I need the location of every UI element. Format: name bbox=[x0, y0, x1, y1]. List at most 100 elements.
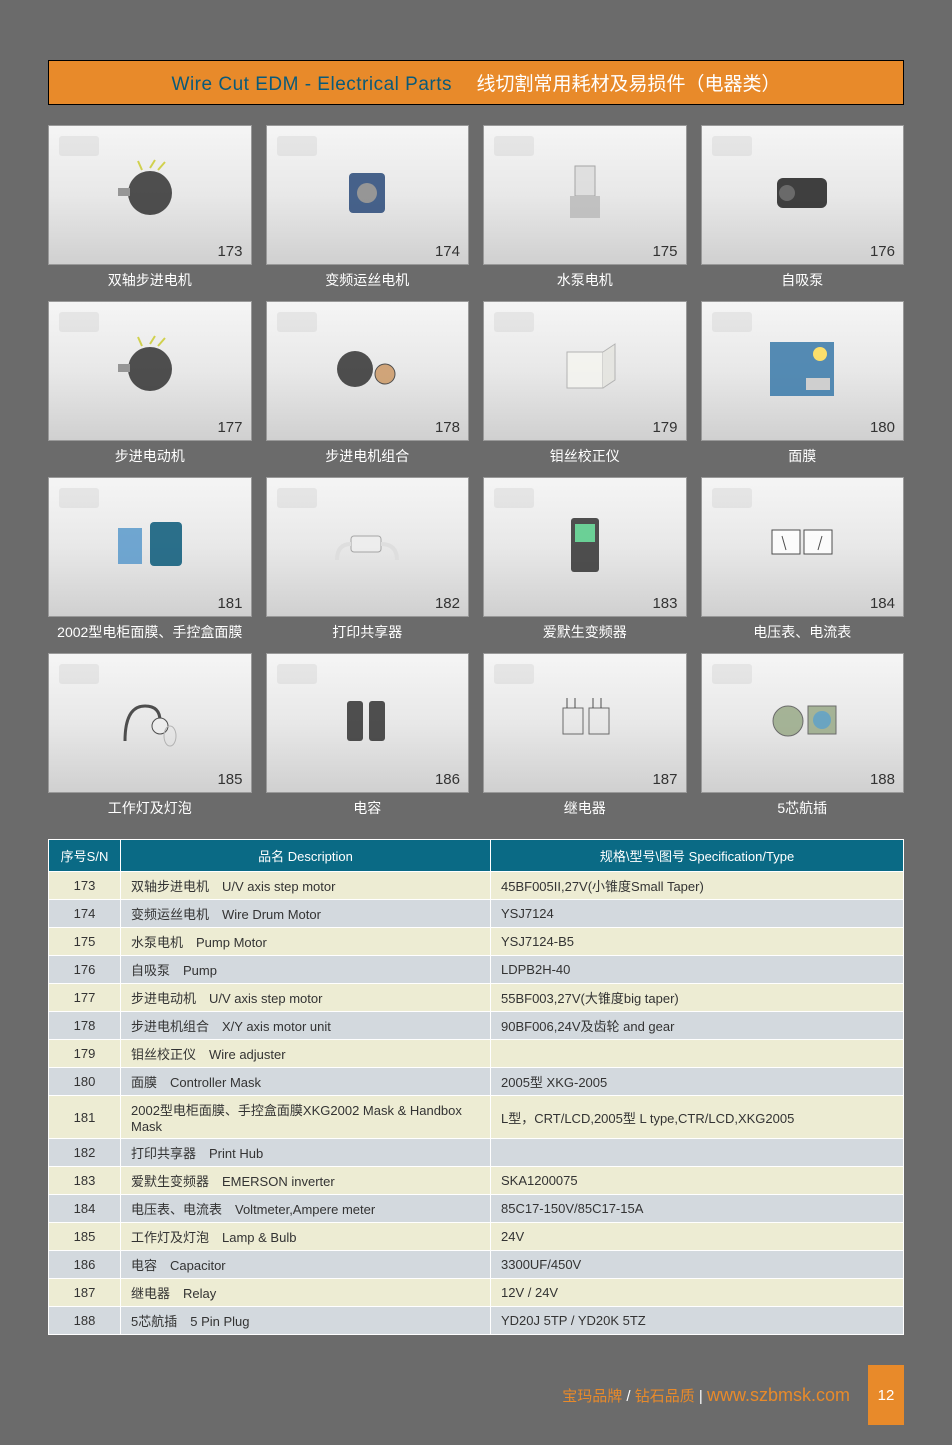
product-caption: 继电器 bbox=[483, 799, 687, 819]
cell-sn: 185 bbox=[49, 1223, 121, 1251]
cell-desc: 钼丝校正仪 Wire adjuster bbox=[121, 1040, 491, 1068]
col-desc: 品名 Description bbox=[121, 840, 491, 872]
product-thumb: 179 bbox=[483, 301, 687, 441]
product-card: 176 自吸泵 bbox=[701, 125, 905, 291]
table-row: 183 爱默生变频器 EMERSON inverter SKA1200075 bbox=[49, 1167, 904, 1195]
product-card: 184 电压表、电流表 bbox=[701, 477, 905, 643]
cell-desc: 变频运丝电机 Wire Drum Motor bbox=[121, 900, 491, 928]
table-row: 186 电容 Capacitor 3300UF/450V bbox=[49, 1251, 904, 1279]
product-icon bbox=[327, 510, 407, 585]
product-caption: 步进电机组合 bbox=[266, 447, 470, 467]
product-caption: 5芯航插 bbox=[701, 799, 905, 819]
table-row: 173 双轴步进电机 U/V axis step motor 45BF005II… bbox=[49, 872, 904, 900]
product-caption: 爱默生变频器 bbox=[483, 623, 687, 643]
product-thumb: 184 bbox=[701, 477, 905, 617]
cell-spec bbox=[491, 1139, 904, 1167]
product-icon bbox=[110, 158, 190, 233]
title-en: Wire Cut EDM - Electrical Parts bbox=[172, 74, 452, 95]
product-icon bbox=[762, 334, 842, 409]
cell-spec: YD20J 5TP / YD20K 5TZ bbox=[491, 1307, 904, 1335]
cell-sn: 174 bbox=[49, 900, 121, 928]
product-icon bbox=[327, 686, 407, 761]
product-icon bbox=[545, 510, 625, 585]
product-icon bbox=[327, 334, 407, 409]
title-bar: Wire Cut EDM - Electrical Parts 线切割常用耗材及… bbox=[48, 60, 904, 105]
cell-desc: 5芯航插 5 Pin Plug bbox=[121, 1307, 491, 1335]
product-card: 182 打印共享器 bbox=[266, 477, 470, 643]
cell-desc: 自吸泵 Pump bbox=[121, 956, 491, 984]
footer: 宝玛品牌 / 钻石品质 | www.szbmsk.com 12 bbox=[48, 1365, 904, 1425]
product-card: 183 爱默生变频器 bbox=[483, 477, 687, 643]
product-caption: 水泵电机 bbox=[483, 271, 687, 291]
table-row: 174 变频运丝电机 Wire Drum Motor YSJ7124 bbox=[49, 900, 904, 928]
title-cn: 线切割常用耗材及易损件（电器类） bbox=[476, 74, 780, 95]
product-thumb: 176 bbox=[701, 125, 905, 265]
product-number: 187 bbox=[652, 771, 677, 788]
product-card: 175 水泵电机 bbox=[483, 125, 687, 291]
cell-desc: 电压表、电流表 Voltmeter,Ampere meter bbox=[121, 1195, 491, 1223]
product-card: 180 面膜 bbox=[701, 301, 905, 467]
product-icon bbox=[545, 334, 625, 409]
product-icon bbox=[545, 158, 625, 233]
cell-desc: 双轴步进电机 U/V axis step motor bbox=[121, 872, 491, 900]
product-number: 180 bbox=[870, 419, 895, 436]
product-card: 186 电容 bbox=[266, 653, 470, 819]
cell-spec: 12V / 24V bbox=[491, 1279, 904, 1307]
product-icon bbox=[110, 334, 190, 409]
product-caption: 双轴步进电机 bbox=[48, 271, 252, 291]
cell-spec: 2005型 XKG-2005 bbox=[491, 1068, 904, 1096]
footer-slash: / bbox=[622, 1388, 635, 1405]
product-number: 173 bbox=[217, 243, 242, 260]
spec-table: 序号S/N 品名 Description 规格\型号\图号 Specificat… bbox=[48, 839, 904, 1335]
product-caption: 电容 bbox=[266, 799, 470, 819]
table-row: 178 步进电机组合 X/Y axis motor unit 90BF006,2… bbox=[49, 1012, 904, 1040]
footer-bar: | bbox=[699, 1388, 707, 1405]
cell-spec: 55BF003,27V(大锥度big taper) bbox=[491, 984, 904, 1012]
product-number: 182 bbox=[435, 595, 460, 612]
cell-sn: 179 bbox=[49, 1040, 121, 1068]
cell-spec: 3300UF/450V bbox=[491, 1251, 904, 1279]
product-number: 183 bbox=[652, 595, 677, 612]
cell-sn: 186 bbox=[49, 1251, 121, 1279]
col-spec: 规格\型号\图号 Specification/Type bbox=[491, 840, 904, 872]
cell-spec: YSJ7124 bbox=[491, 900, 904, 928]
cell-desc: 步进电机组合 X/Y axis motor unit bbox=[121, 1012, 491, 1040]
product-thumb: 174 bbox=[266, 125, 470, 265]
page-number: 12 bbox=[868, 1365, 904, 1425]
table-row: 181 2002型电柜面膜、手控盒面膜XKG2002 Mask & Handbo… bbox=[49, 1096, 904, 1139]
product-caption: 2002型电柜面膜、手控盒面膜 bbox=[48, 623, 252, 643]
cell-spec: LDPB2H-40 bbox=[491, 956, 904, 984]
table-row: 184 电压表、电流表 Voltmeter,Ampere meter 85C17… bbox=[49, 1195, 904, 1223]
cell-spec: YSJ7124-B5 bbox=[491, 928, 904, 956]
product-caption: 步进电动机 bbox=[48, 447, 252, 467]
product-card: 174 变频运丝电机 bbox=[266, 125, 470, 291]
cell-spec: SKA1200075 bbox=[491, 1167, 904, 1195]
table-row: 187 继电器 Relay 12V / 24V bbox=[49, 1279, 904, 1307]
cell-sn: 173 bbox=[49, 872, 121, 900]
product-number: 178 bbox=[435, 419, 460, 436]
footer-qual: 钻石品质 bbox=[635, 1388, 695, 1405]
product-grid: 173 双轴步进电机 174 变频运丝电机 175 水泵电机 176 自吸泵 1… bbox=[48, 125, 904, 819]
product-thumb: 173 bbox=[48, 125, 252, 265]
product-thumb: 177 bbox=[48, 301, 252, 441]
table-row: 180 面膜 Controller Mask 2005型 XKG-2005 bbox=[49, 1068, 904, 1096]
product-card: 179 钼丝校正仪 bbox=[483, 301, 687, 467]
product-thumb: 188 bbox=[701, 653, 905, 793]
product-number: 186 bbox=[435, 771, 460, 788]
product-number: 188 bbox=[870, 771, 895, 788]
product-card: 187 继电器 bbox=[483, 653, 687, 819]
table-row: 176 自吸泵 Pump LDPB2H-40 bbox=[49, 956, 904, 984]
cell-desc: 面膜 Controller Mask bbox=[121, 1068, 491, 1096]
cell-sn: 188 bbox=[49, 1307, 121, 1335]
cell-sn: 175 bbox=[49, 928, 121, 956]
product-icon bbox=[110, 510, 190, 585]
product-caption: 打印共享器 bbox=[266, 623, 470, 643]
cell-spec bbox=[491, 1040, 904, 1068]
cell-desc: 水泵电机 Pump Motor bbox=[121, 928, 491, 956]
table-row: 185 工作灯及灯泡 Lamp & Bulb 24V bbox=[49, 1223, 904, 1251]
product-card: 181 2002型电柜面膜、手控盒面膜 bbox=[48, 477, 252, 643]
footer-brand: 宝玛品牌 bbox=[562, 1388, 622, 1405]
product-caption: 自吸泵 bbox=[701, 271, 905, 291]
cell-desc: 打印共享器 Print Hub bbox=[121, 1139, 491, 1167]
cell-sn: 176 bbox=[49, 956, 121, 984]
